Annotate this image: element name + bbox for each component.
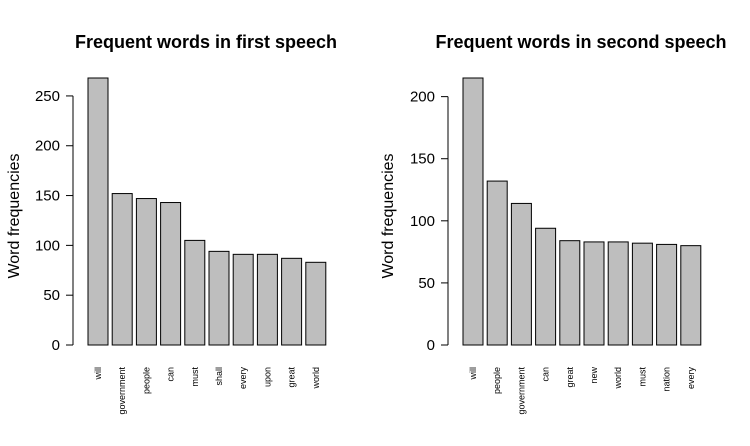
bar-people (135, 198, 157, 346)
x-tick-label: every (686, 367, 696, 390)
x-tick-label: government (516, 367, 526, 415)
x-tick-label: can (166, 367, 176, 382)
y-tick-label: 0 (52, 337, 60, 354)
bar-upon (256, 253, 278, 346)
x-tick-label: great (287, 367, 297, 388)
chart-title: Frequent words in second speech (435, 32, 726, 52)
x-tick-labels: will government people can must shall every upo… (93, 367, 321, 415)
chart-title: Frequent words in first speech (75, 32, 337, 52)
bar-great (281, 257, 303, 346)
y-tick-label: 100 (35, 237, 60, 254)
bar-every (680, 245, 702, 346)
bar-every (232, 253, 254, 346)
x-tick-label: can (541, 367, 551, 382)
chart-second-speech: Frequent words in second speech Word fre… (380, 32, 727, 415)
bar-world (305, 261, 327, 346)
y-tick-label: 200 (35, 138, 60, 155)
y-tick-label: 0 (427, 337, 435, 354)
y-axis: 0 50 100 150 200 250 (35, 88, 74, 354)
bar-can (160, 202, 182, 346)
bar-can (535, 227, 557, 346)
x-tick-label: nation (662, 367, 672, 392)
chart-first-speech: Frequent words in first speech Word freq… (6, 32, 337, 415)
bar-people (486, 180, 508, 346)
x-tick-label: new (589, 367, 599, 384)
bar-group (462, 77, 702, 346)
x-tick-label: every (238, 367, 248, 390)
y-tick-label: 250 (35, 88, 60, 105)
bar-world (607, 241, 629, 346)
y-axis-label: Word frequencies (6, 153, 23, 278)
bar-nation (656, 243, 678, 346)
bar-new (583, 241, 605, 346)
y-tick-label: 150 (35, 188, 60, 205)
y-axis: 0 50 100 150 200 (410, 89, 449, 354)
bar-group (87, 77, 327, 346)
y-tick-label: 50 (418, 275, 435, 292)
y-tick-label: 150 (410, 151, 435, 168)
bar-will (87, 77, 109, 346)
x-tick-label: must (637, 367, 647, 387)
x-tick-label: people (492, 367, 502, 394)
y-tick-label: 50 (43, 287, 60, 304)
x-tick-label: must (190, 367, 200, 387)
x-tick-label: world (613, 367, 623, 390)
y-tick-label: 100 (410, 213, 435, 230)
x-tick-label: government (117, 367, 127, 415)
x-tick-label: world (311, 367, 321, 390)
x-tick-label: will (93, 367, 103, 381)
x-tick-label: upon (262, 367, 272, 387)
y-axis-label: Word frequencies (380, 153, 397, 278)
bar-must (184, 239, 206, 346)
y-tick-label: 200 (410, 89, 435, 106)
x-tick-label: great (565, 367, 575, 388)
bar-must (631, 242, 653, 346)
x-tick-label: will (468, 367, 478, 381)
bar-will (462, 77, 484, 346)
x-tick-labels: will people government can great new world must… (468, 367, 696, 415)
x-tick-label: shall (214, 367, 224, 386)
x-tick-label: people (141, 367, 151, 394)
bar-great (559, 240, 581, 346)
bar-government (111, 193, 133, 346)
bar-shall (208, 250, 230, 346)
bar-government (510, 202, 532, 346)
